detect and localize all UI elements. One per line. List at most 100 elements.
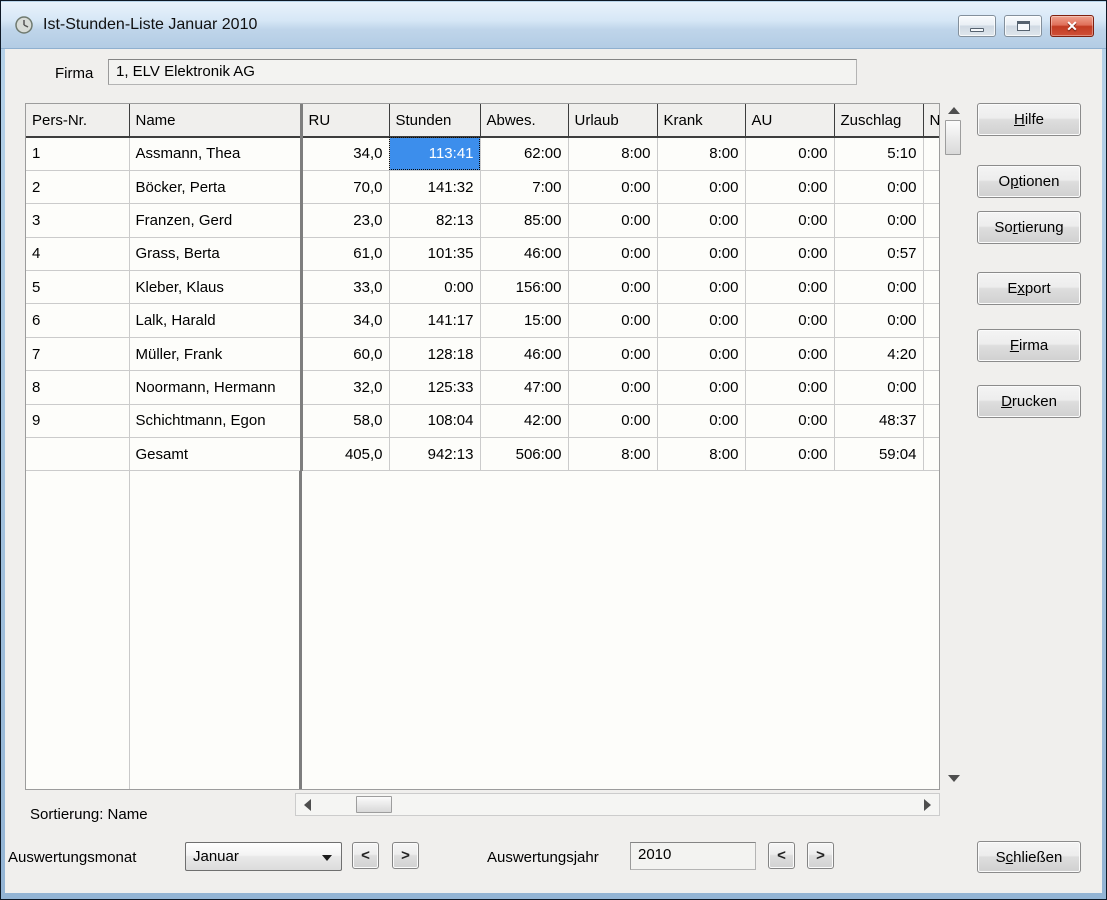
cell[interactable]: 23,0 bbox=[301, 203, 390, 238]
cell[interactable]: Gesamt bbox=[129, 437, 303, 472]
cell[interactable]: 8:00 bbox=[657, 437, 746, 472]
minimize-button[interactable] bbox=[958, 15, 996, 37]
cell[interactable]: 0:00 bbox=[568, 404, 658, 439]
cell[interactable]: 6 bbox=[26, 303, 130, 338]
firma-field[interactable]: 1, ELV Elektronik AG bbox=[108, 59, 857, 85]
cell[interactable]: 0:00 bbox=[834, 203, 924, 238]
cell[interactable]: 59:04 bbox=[834, 437, 924, 472]
cell[interactable] bbox=[923, 337, 939, 372]
cell[interactable]: 405,0 bbox=[301, 437, 390, 472]
cell[interactable]: 0:00 bbox=[389, 270, 481, 305]
cell[interactable]: Kleber, Klaus bbox=[129, 270, 303, 305]
cell[interactable]: 85:00 bbox=[480, 203, 569, 238]
cell[interactable]: 3 bbox=[26, 203, 130, 238]
monat-combobox[interactable]: Januar bbox=[185, 842, 342, 871]
cell[interactable]: 0:00 bbox=[568, 270, 658, 305]
cell[interactable]: 2 bbox=[26, 170, 130, 205]
cell[interactable]: 0:00 bbox=[745, 404, 835, 439]
cell[interactable]: 46:00 bbox=[480, 337, 569, 372]
cell[interactable]: 34,0 bbox=[301, 137, 390, 171]
cell[interactable]: 0:00 bbox=[834, 303, 924, 338]
cell[interactable]: 0:00 bbox=[745, 337, 835, 372]
horizontal-scrollbar-thumb[interactable] bbox=[356, 796, 392, 813]
vertical-scrollbar[interactable] bbox=[945, 103, 962, 790]
column-header-name[interactable]: Name bbox=[129, 104, 303, 138]
cell[interactable] bbox=[923, 270, 939, 305]
cell[interactable]: 47:00 bbox=[480, 370, 569, 405]
cell[interactable]: 506:00 bbox=[480, 437, 569, 472]
cell[interactable]: 0:00 bbox=[568, 237, 658, 272]
cell[interactable]: 7 bbox=[26, 337, 130, 372]
column-header-stunden[interactable]: Stunden bbox=[389, 104, 481, 138]
cell[interactable]: 0:00 bbox=[568, 337, 658, 372]
cell[interactable]: 0:00 bbox=[657, 370, 746, 405]
jahr-field[interactable]: 2010 bbox=[630, 842, 756, 870]
monat-next-button[interactable]: > bbox=[392, 842, 419, 869]
cell[interactable]: 0:00 bbox=[568, 303, 658, 338]
cell[interactable]: 0:00 bbox=[745, 370, 835, 405]
maximize-button[interactable] bbox=[1004, 15, 1042, 37]
cell[interactable]: 0:00 bbox=[745, 170, 835, 205]
cell[interactable]: 125:33 bbox=[389, 370, 481, 405]
cell[interactable]: 4 bbox=[26, 237, 130, 272]
cell[interactable]: 32,0 bbox=[301, 370, 390, 405]
cell[interactable]: 128:18 bbox=[389, 337, 481, 372]
cell[interactable]: Grass, Berta bbox=[129, 237, 303, 272]
cell[interactable]: 82:13 bbox=[389, 203, 481, 238]
cell[interactable]: 0:00 bbox=[834, 370, 924, 405]
cell[interactable]: 0:00 bbox=[657, 170, 746, 205]
cell[interactable]: 58,0 bbox=[301, 404, 390, 439]
cell[interactable] bbox=[923, 203, 939, 238]
cell[interactable]: Böcker, Perta bbox=[129, 170, 303, 205]
cell[interactable]: 0:00 bbox=[657, 270, 746, 305]
column-header-abwes-[interactable]: Abwes. bbox=[480, 104, 569, 138]
cell[interactable]: 60,0 bbox=[301, 337, 390, 372]
cell[interactable]: Schichtmann, Egon bbox=[129, 404, 303, 439]
cell[interactable]: 34,0 bbox=[301, 303, 390, 338]
cell[interactable]: 0:00 bbox=[834, 270, 924, 305]
close-button[interactable]: ✕ bbox=[1050, 15, 1094, 37]
cell[interactable]: 0:00 bbox=[657, 303, 746, 338]
horizontal-scrollbar[interactable] bbox=[295, 793, 940, 816]
cell[interactable]: 9 bbox=[26, 404, 130, 439]
cell[interactable]: Assmann, Thea bbox=[129, 137, 303, 171]
column-header-ru[interactable]: RU bbox=[301, 104, 390, 138]
cell[interactable]: 0:00 bbox=[568, 370, 658, 405]
cell[interactable]: 0:00 bbox=[745, 203, 835, 238]
cell[interactable] bbox=[26, 437, 130, 472]
column-header-pers-nr-[interactable]: Pers-Nr. bbox=[26, 104, 130, 138]
scroll-down-icon[interactable] bbox=[948, 775, 960, 782]
cell[interactable]: 15:00 bbox=[480, 303, 569, 338]
cell[interactable]: 62:00 bbox=[480, 137, 569, 171]
cell[interactable] bbox=[923, 170, 939, 205]
cell[interactable]: 4:20 bbox=[834, 337, 924, 372]
cell[interactable] bbox=[923, 404, 939, 439]
cell[interactable] bbox=[923, 303, 939, 338]
cell[interactable]: 942:13 bbox=[389, 437, 481, 472]
cell[interactable]: 48:37 bbox=[834, 404, 924, 439]
column-header-krank[interactable]: Krank bbox=[657, 104, 746, 138]
cell[interactable]: 42:00 bbox=[480, 404, 569, 439]
monat-prev-button[interactable]: < bbox=[352, 842, 379, 869]
cell[interactable]: 0:00 bbox=[745, 270, 835, 305]
cell[interactable]: 8:00 bbox=[657, 137, 746, 171]
cell[interactable]: Franzen, Gerd bbox=[129, 203, 303, 238]
cell[interactable]: 0:00 bbox=[657, 404, 746, 439]
column-header-zuschlag[interactable]: Zuschlag bbox=[834, 104, 924, 138]
cell[interactable]: 141:17 bbox=[389, 303, 481, 338]
cell[interactable]: 0:00 bbox=[834, 170, 924, 205]
cell[interactable]: 156:00 bbox=[480, 270, 569, 305]
column-header-au[interactable]: AU bbox=[745, 104, 835, 138]
cell[interactable]: 0:00 bbox=[745, 137, 835, 171]
scroll-up-icon[interactable] bbox=[948, 107, 960, 114]
title-bar[interactable]: Ist-Stunden-Liste Januar 2010 ✕ bbox=[1, 2, 1106, 49]
cell[interactable]: 108:04 bbox=[389, 404, 481, 439]
cell[interactable] bbox=[923, 137, 939, 171]
column-header-n[interactable]: N bbox=[923, 104, 939, 138]
cell[interactable]: 0:00 bbox=[745, 303, 835, 338]
